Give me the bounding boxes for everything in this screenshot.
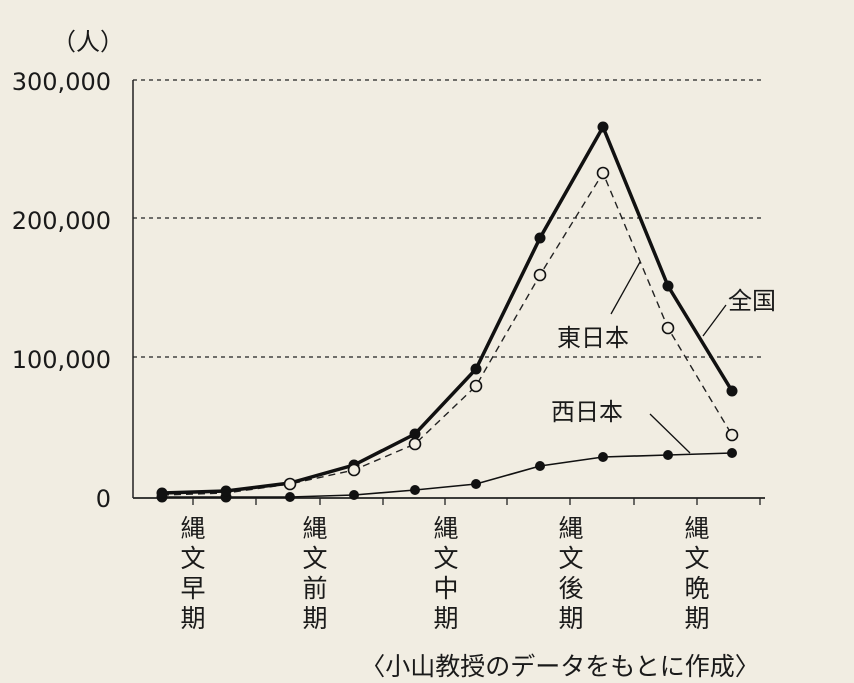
svg-text:前: 前 <box>302 574 327 603</box>
label-higashi: 東日本 <box>557 324 629 352</box>
svg-text:縄: 縄 <box>684 514 709 543</box>
svg-text:文: 文 <box>180 544 205 573</box>
y-unit-label: （人） <box>52 28 124 56</box>
period-label-banki: 縄 文 晩 期 <box>684 514 709 633</box>
zenkoku-leader-line <box>702 304 727 337</box>
gridlines <box>133 79 762 358</box>
svg-text:文: 文 <box>684 544 709 573</box>
period-label-zenki: 縄 文 前 期 <box>302 514 327 633</box>
period-label-chuki: 縄 文 中 期 <box>433 514 458 633</box>
label-zenkoku: 全国 <box>728 287 776 315</box>
svg-text:縄: 縄 <box>302 514 327 543</box>
series-higashi-markers <box>283 166 739 491</box>
svg-text:期: 期 <box>558 604 583 633</box>
svg-text:期: 期 <box>433 604 458 633</box>
y-tick-0: 0 <box>96 485 111 513</box>
y-tick-300000: 300,000 <box>12 68 111 96</box>
y-tick-100000: 100,000 <box>12 346 111 374</box>
y-tick-200000: 200,000 <box>12 207 111 235</box>
svg-text:期: 期 <box>302 604 327 633</box>
series-zenkoku-markers <box>156 121 738 499</box>
svg-text:中: 中 <box>433 574 458 603</box>
svg-text:縄: 縄 <box>433 514 458 543</box>
nishi-leader-line <box>649 413 691 454</box>
svg-text:文: 文 <box>302 544 327 573</box>
source-note: 〈小山教授のデータをもとに作成〉 <box>360 652 760 681</box>
svg-text:縄: 縄 <box>558 514 583 543</box>
series-higashi-line <box>161 171 733 496</box>
period-label-souki: 縄 文 早 期 <box>180 514 205 633</box>
svg-text:期: 期 <box>180 604 205 633</box>
series-nishi-line <box>162 452 733 498</box>
svg-text:晩: 晩 <box>684 574 709 603</box>
label-nishi: 西日本 <box>551 398 623 426</box>
svg-text:早: 早 <box>180 574 205 603</box>
higashi-leader-line <box>610 261 641 315</box>
series-zenkoku-line <box>161 123 734 495</box>
svg-text:後: 後 <box>558 574 583 603</box>
svg-text:期: 期 <box>684 604 709 633</box>
period-label-kouki: 縄 文 後 期 <box>558 514 583 633</box>
svg-text:文: 文 <box>558 544 583 573</box>
svg-text:縄: 縄 <box>180 514 205 543</box>
svg-text:文: 文 <box>433 544 458 573</box>
x-ticks <box>192 498 761 505</box>
